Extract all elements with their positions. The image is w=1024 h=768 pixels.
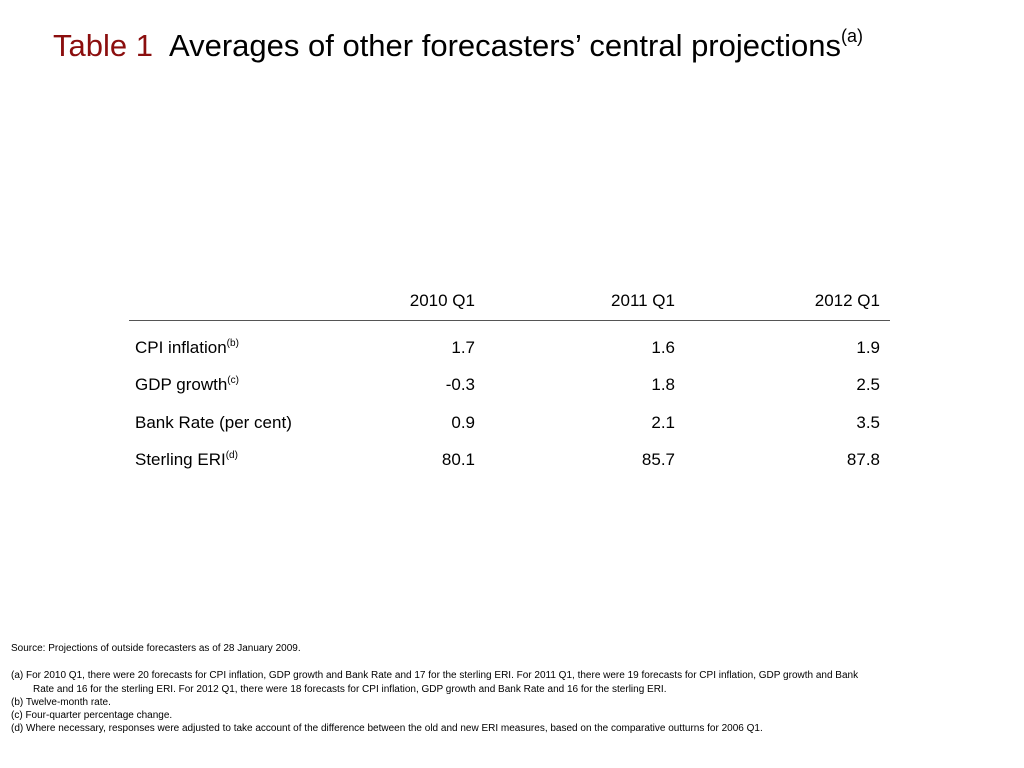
footnote-a-line1: (a) For 2010 Q1, there were 20 forecasts… xyxy=(11,670,859,682)
table-cell: 0.9 xyxy=(451,412,475,432)
table-cell: 3.5 xyxy=(856,412,880,432)
row-label: GDP growth(c) xyxy=(135,375,239,395)
footnote-marker: (c) xyxy=(227,375,239,387)
table-cell: 80.1 xyxy=(441,450,475,470)
table-row: GDP growth(c) -0.3 1.8 2.5 xyxy=(129,367,890,405)
table-header-row: 2010 Q1 2011 Q1 2012 Q1 xyxy=(129,282,890,321)
title-footnote-marker: (a) xyxy=(840,26,863,46)
footnote-marker: (b) xyxy=(226,337,239,349)
table-number: Table 1 xyxy=(53,28,153,63)
table-cell: 1.8 xyxy=(651,375,675,395)
footnote-d: (d) Where necessary, responses were adju… xyxy=(11,723,763,735)
page-title: Table 1 Averages of other forecasters’ ce… xyxy=(53,26,863,66)
table-cell: 1.7 xyxy=(451,337,475,357)
footnote-a-line2: Rate and 16 for the sterling ERI. For 20… xyxy=(33,683,667,695)
table-cell: -0.3 xyxy=(445,375,475,395)
row-label: CPI inflation(b) xyxy=(135,337,239,357)
table-cell: 1.6 xyxy=(651,337,675,357)
footnote-a: (a) For 2010 Q1, there were 20 forecasts… xyxy=(11,669,1001,696)
row-label: Bank Rate (per cent) xyxy=(135,412,292,432)
table-row: CPI inflation(b) 1.7 1.6 1.9 xyxy=(129,329,890,367)
table-cell: 2.5 xyxy=(856,375,880,395)
footnote-b: (b) Twelve-month rate. xyxy=(11,696,111,708)
column-header: 2012 Q1 xyxy=(814,291,880,310)
footnote-c: (c) Four-quarter percentage change. xyxy=(11,710,173,722)
row-label: Sterling ERI(d) xyxy=(135,450,238,470)
column-header: 2011 Q1 xyxy=(611,291,675,310)
source-note: Source: Projections of outside forecaste… xyxy=(11,643,301,654)
table-cell: 2.1 xyxy=(651,412,675,432)
title-text: Averages of other forecasters’ central p… xyxy=(168,28,841,63)
forecast-table: 2010 Q1 2011 Q1 2012 Q1 CPI inflation(b)… xyxy=(129,282,890,479)
table-cell: 1.9 xyxy=(856,337,880,357)
column-header: 2010 Q1 xyxy=(409,291,475,310)
footnotes: Source: Projections of outside forecaste… xyxy=(11,642,1001,736)
table-cell: 87.8 xyxy=(846,450,880,470)
footnote-marker: (d) xyxy=(225,450,238,462)
table-cell: 85.7 xyxy=(641,450,675,470)
table-row: Sterling ERI(d) 80.1 85.7 87.8 xyxy=(129,442,890,480)
table-row: Bank Rate (per cent) 0.9 2.1 3.5 xyxy=(129,404,890,442)
table-body: CPI inflation(b) 1.7 1.6 1.9 GDP growth(… xyxy=(129,321,890,479)
